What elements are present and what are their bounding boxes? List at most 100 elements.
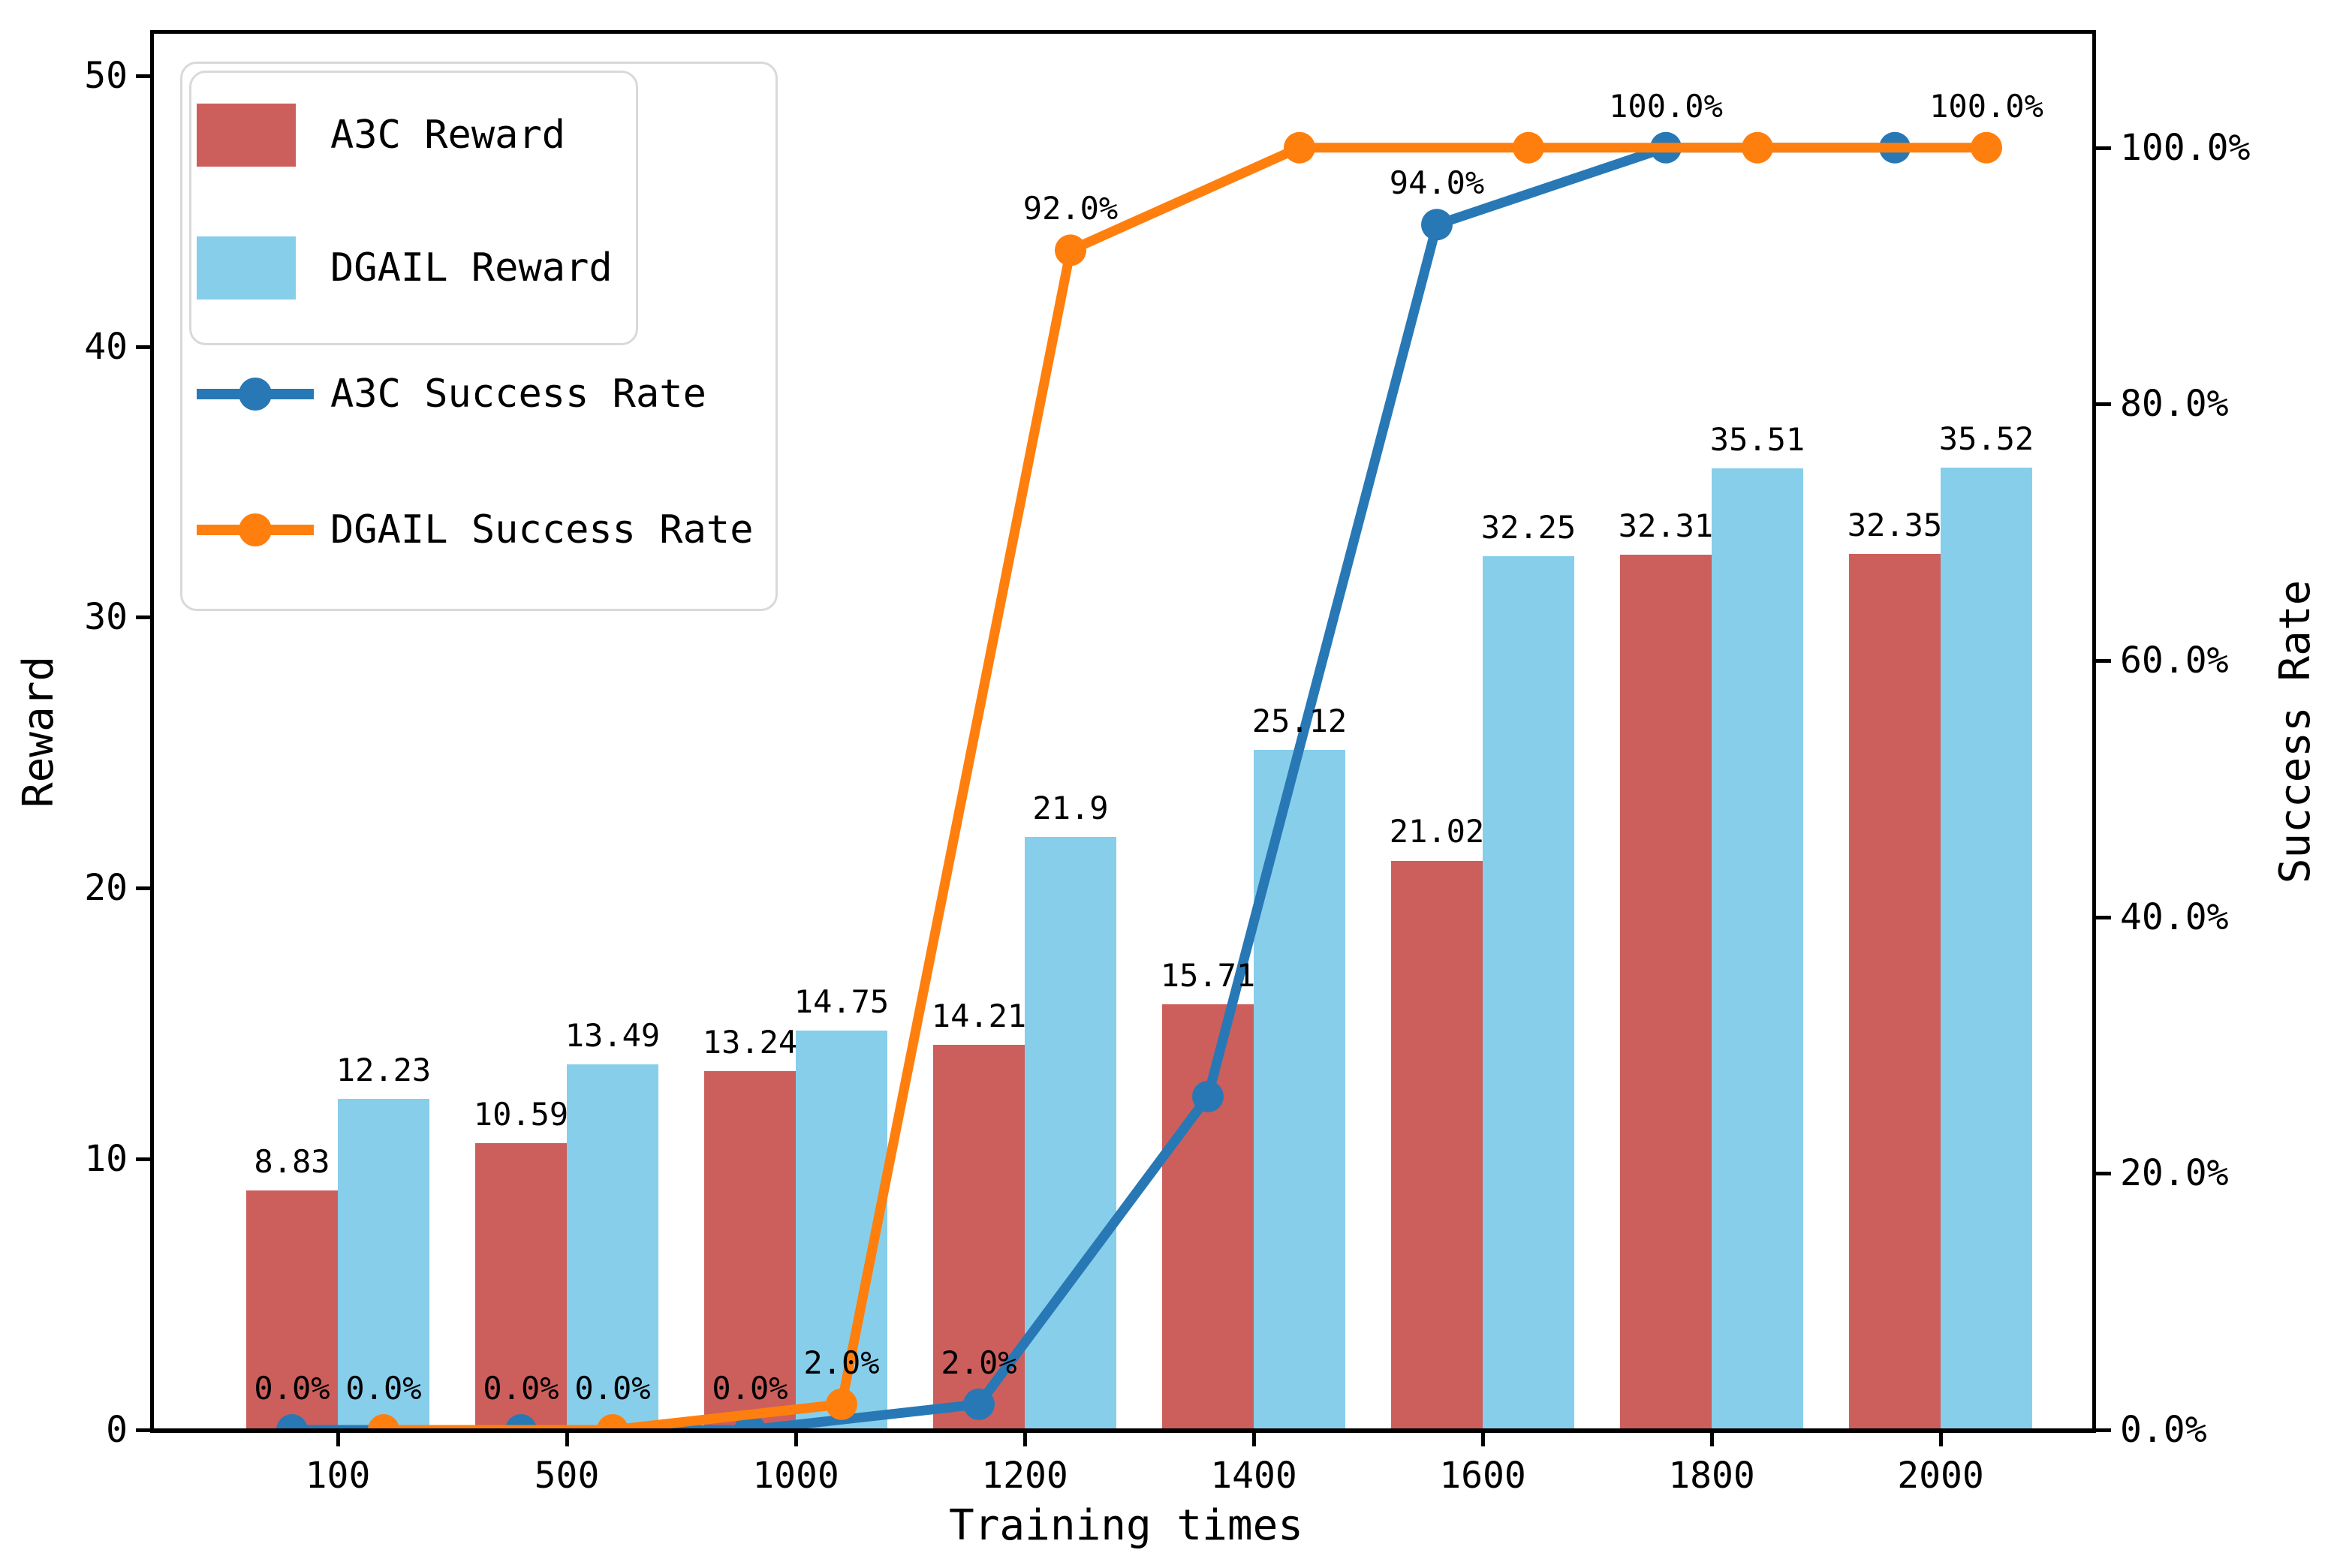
success-rate-label: 100.0% (1929, 87, 2043, 125)
marker-a3c-success-rate (963, 1388, 995, 1420)
dgail-success-marker-icon (239, 513, 272, 546)
success-rate-label: 94.0% (1389, 164, 1485, 202)
legend-label: A3C Success Rate (330, 372, 706, 417)
a3c-reward-swatch-icon (197, 104, 296, 167)
bar-value-label: 21.02 (1389, 813, 1485, 850)
y-axis-title-left: Reward (14, 655, 63, 808)
success-rate-label: 0.0% (712, 1370, 788, 1407)
success-rate-label: 92.0% (1022, 190, 1119, 227)
bar-value-label: 13.49 (565, 1017, 661, 1055)
bar-value-label: 13.24 (702, 1024, 798, 1061)
plot-area: 8.83 10.59 13.24 14.21 15.71 21.02 32.31 32.35 1… (152, 32, 2092, 1430)
x-tick (565, 1430, 569, 1446)
bar-value-label: 35.51 (1709, 420, 1805, 458)
bar-value-label: 35.52 (1938, 420, 2034, 458)
plot-spine-bottom (150, 1428, 2096, 1433)
y-tick-left (136, 74, 152, 78)
x-tick-label: 100 (305, 1455, 371, 1497)
x-tick (336, 1430, 340, 1446)
bar-dgail-reward (1712, 468, 1803, 1430)
plot-spine-right (2092, 30, 2096, 1433)
legend-label: DGAIL Success Rate (330, 507, 754, 552)
marker-dgail-success-rate (826, 1388, 857, 1420)
success-rate-label: 0.0% (345, 1370, 422, 1407)
y-tick-label-left: 50 (84, 54, 128, 97)
x-tick-label: 1400 (1210, 1455, 1297, 1497)
y-tick-label-left: 0 (106, 1409, 128, 1451)
bar-a3c-reward (1620, 555, 1712, 1430)
plot-spine-left (150, 30, 154, 1433)
y-tick-label-left: 40 (84, 325, 128, 368)
a3c-success-marker-icon (239, 378, 272, 411)
bar-value-label: 21.9 (1032, 789, 1109, 826)
y-tick-left (136, 886, 152, 891)
y-tick-right (2095, 146, 2111, 150)
y-tick-right (2095, 1428, 2111, 1432)
success-rate-label: 0.0% (483, 1370, 559, 1407)
y-tick-left (136, 345, 152, 349)
marker-dgail-success-rate (368, 1414, 399, 1430)
y-axis-title-right: Success Rate (2271, 579, 2320, 884)
bar-value-label: 32.31 (1618, 507, 1714, 545)
y-tick-right (2095, 1172, 2111, 1176)
x-axis-title: Training times (948, 1501, 1304, 1550)
x-tick (1710, 1430, 1714, 1446)
bar-a3c-reward (1162, 1004, 1254, 1430)
bar-value-label: 32.25 (1480, 509, 1577, 546)
success-rate-label: 2.0% (941, 1344, 1017, 1381)
x-tick (1023, 1430, 1027, 1446)
success-rate-lines (276, 131, 2002, 1430)
bar-dgail-reward (1483, 556, 1574, 1430)
x-tick-label: 1800 (1668, 1455, 1755, 1497)
x-tick-label: 1600 (1439, 1455, 1526, 1497)
bar-a3c-reward (1391, 860, 1483, 1430)
y-tick-label-left: 20 (84, 867, 128, 910)
bar-a3c-reward (475, 1142, 567, 1430)
marker-dgail-success-rate (1513, 131, 1544, 164)
y-tick-right (2095, 915, 2111, 919)
bar-value-label: 12.23 (336, 1051, 432, 1088)
bar-dgail-reward (567, 1064, 658, 1430)
legend-label: A3C Reward (330, 113, 566, 158)
marker-dgail-success-rate (1971, 131, 2002, 164)
x-tick (1252, 1430, 1256, 1446)
bar-dgail-reward (338, 1098, 429, 1430)
bar-a3c-reward (704, 1071, 796, 1430)
y-tick-label-left: 10 (84, 1138, 128, 1181)
y-tick-right (2095, 659, 2111, 664)
marker-dgail-success-rate (1284, 131, 1315, 164)
x-tick (794, 1430, 798, 1446)
bar-value-label: 8.83 (254, 1143, 330, 1181)
marker-dgail-success-rate (1742, 131, 1773, 164)
y-tick-label-right: 80.0% (2120, 383, 2229, 426)
y-tick-label-right: 40.0% (2120, 895, 2229, 938)
success-rate-label: 0.0% (574, 1370, 651, 1407)
y-tick-left (136, 615, 152, 620)
x-tick (1939, 1430, 1943, 1446)
bar-dgail-reward (1941, 468, 2032, 1430)
success-rate-label: 2.0% (803, 1344, 880, 1381)
plot-spine-top (150, 30, 2096, 34)
bar-value-label: 10.59 (473, 1095, 569, 1133)
bar-value-label: 14.75 (794, 983, 890, 1020)
y-tick-label-right: 100.0% (2120, 126, 2251, 169)
line-a3c-success-rate (292, 143, 1895, 1430)
marker-dgail-success-rate (1055, 234, 1086, 266)
y-tick-left (136, 1428, 152, 1432)
success-rate-label: 0.0% (254, 1370, 330, 1407)
dgail-reward-swatch-icon (197, 236, 296, 299)
x-tick-label: 2000 (1897, 1455, 1984, 1497)
success-rate-label: 100.0% (1609, 87, 1723, 125)
legend-label: DGAIL Reward (330, 245, 613, 290)
bar-dgail-reward (1025, 836, 1116, 1430)
y-tick-label-left: 30 (84, 596, 128, 639)
line-dgail-success-rate (384, 143, 1986, 1430)
bar-value-label: 32.35 (1847, 506, 1943, 543)
x-tick-label: 1200 (981, 1455, 1068, 1497)
y-tick-right (2095, 402, 2111, 407)
y-tick-label-right: 0.0% (2120, 1409, 2207, 1451)
x-tick-label: 1000 (752, 1455, 839, 1497)
x-tick (1481, 1430, 1485, 1446)
y-tick-left (136, 1157, 152, 1162)
